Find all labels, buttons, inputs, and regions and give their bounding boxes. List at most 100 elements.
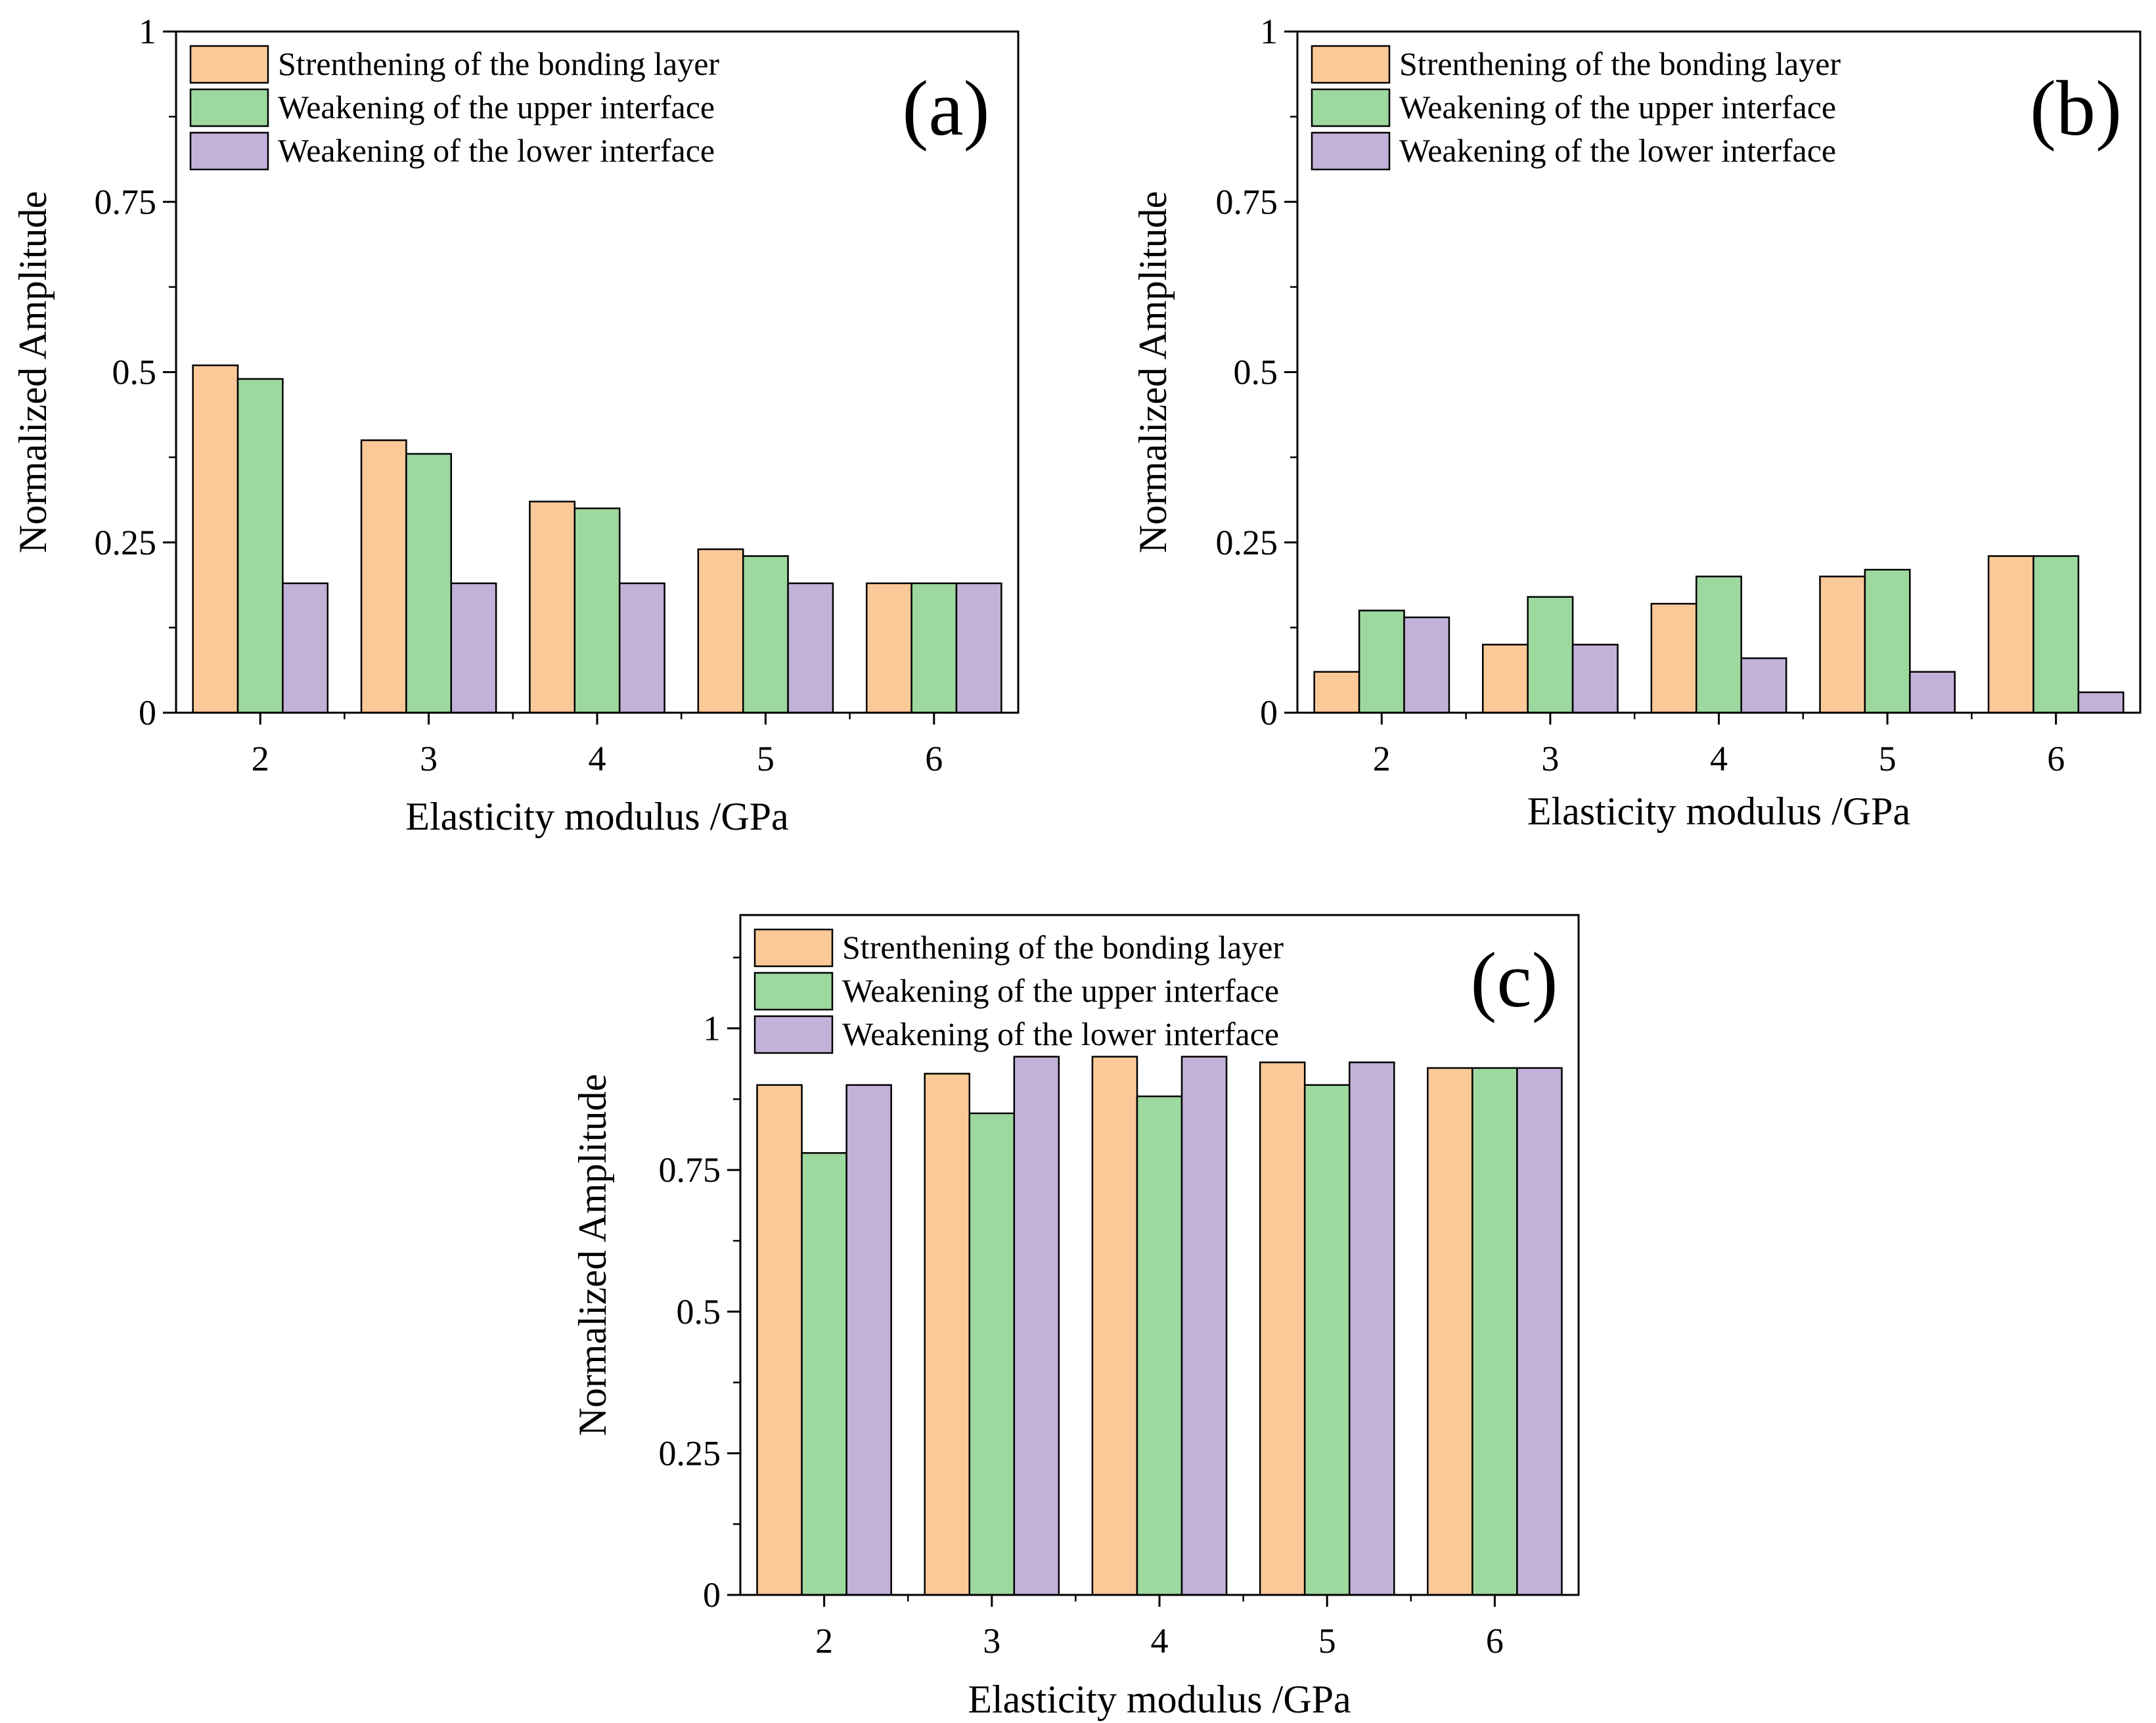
y-tick-label: 0.25 bbox=[659, 1433, 721, 1473]
bar-weakening-upper-interface-4 bbox=[573, 507, 621, 714]
bar-strengthening-bonding-layer-4 bbox=[1091, 1056, 1138, 1596]
x-tick-label: 4 bbox=[1151, 1621, 1169, 1661]
legend-label: Weakening of the upper interface bbox=[278, 89, 715, 125]
x-tick-label: 2 bbox=[252, 739, 269, 778]
bar-weakening-lower-interface-2 bbox=[282, 582, 329, 714]
y-tick-label: 0 bbox=[1260, 693, 1278, 732]
x-tick-label: 4 bbox=[589, 739, 606, 778]
y-tick-label: 0.25 bbox=[1216, 523, 1278, 562]
x-tick-label: 6 bbox=[925, 739, 943, 778]
bar-weakening-lower-interface-4 bbox=[1180, 1056, 1228, 1596]
bar-weakening-lower-interface-3 bbox=[450, 582, 497, 714]
legend: Strenthening of the bonding layer Weakeni… bbox=[753, 928, 1284, 1054]
y-tick-label: 0.75 bbox=[95, 182, 157, 221]
panel-label: (a) bbox=[902, 64, 989, 152]
y-tick-label: 0.5 bbox=[112, 353, 157, 392]
bar-weakening-upper-interface-2 bbox=[236, 378, 284, 714]
y-axis-title: Normalized Amplitude bbox=[1131, 191, 1175, 554]
y-tick-label: 1 bbox=[1260, 12, 1278, 51]
panel-label: (c) bbox=[1470, 936, 1558, 1023]
bar-strengthening-bonding-layer-3 bbox=[924, 1073, 971, 1596]
legend-label: Weakening of the lower interface bbox=[842, 1016, 1279, 1052]
bar-weakening-upper-interface-5 bbox=[1303, 1084, 1351, 1596]
x-tick-label: 5 bbox=[1879, 739, 1897, 778]
legend-label: Weakening of the upper interface bbox=[1399, 89, 1836, 125]
y-tick-label: 0.75 bbox=[659, 1150, 721, 1190]
bar-weakening-upper-interface-6 bbox=[910, 582, 958, 714]
legend-swatch bbox=[753, 1015, 834, 1054]
y-tick-label: 0.75 bbox=[1216, 182, 1278, 221]
bar-strengthening-bonding-layer-6 bbox=[1987, 555, 2034, 714]
x-tick-label: 5 bbox=[757, 739, 775, 778]
bar-weakening-lower-interface-3 bbox=[1571, 644, 1619, 714]
y-tick-label: 1 bbox=[139, 12, 156, 51]
x-tick-label: 4 bbox=[1710, 739, 1728, 778]
bar-weakening-upper-interface-3 bbox=[405, 453, 453, 714]
bar-weakening-upper-interface-4 bbox=[1136, 1095, 1183, 1596]
bar-weakening-lower-interface-6 bbox=[1516, 1067, 1563, 1596]
bar-weakening-lower-interface-2 bbox=[845, 1084, 892, 1596]
bar-weakening-upper-interface-6 bbox=[2032, 555, 2080, 714]
legend-swatch bbox=[753, 928, 834, 968]
legend: Strenthening of the bonding layer Weakeni… bbox=[1311, 45, 1841, 171]
bar-strengthening-bonding-layer-6 bbox=[1427, 1067, 1473, 1596]
bar-weakening-lower-interface-5 bbox=[1348, 1062, 1395, 1596]
legend-swatch bbox=[189, 131, 269, 171]
bar-weakening-upper-interface-5 bbox=[742, 555, 789, 714]
y-tick-label: 0 bbox=[139, 693, 156, 732]
legend-label: Weakening of the lower interface bbox=[278, 132, 715, 169]
x-tick-label: 3 bbox=[1541, 739, 1559, 778]
legend-label: Weakening of the upper interface bbox=[842, 972, 1279, 1009]
x-tick-label: 5 bbox=[1318, 1621, 1336, 1661]
y-tick-label: 0.5 bbox=[1234, 353, 1278, 392]
bar-weakening-upper-interface-2 bbox=[1358, 610, 1405, 714]
legend-label: Strenthening of the bonding layer bbox=[278, 45, 719, 82]
legend-label: Strenthening of the bonding layer bbox=[842, 929, 1284, 966]
bar-weakening-lower-interface-5 bbox=[1909, 671, 1956, 714]
bar-weakening-lower-interface-3 bbox=[1013, 1056, 1060, 1596]
legend-swatch bbox=[1311, 131, 1391, 171]
y-tick-label: 1 bbox=[703, 1009, 721, 1048]
x-tick-label: 2 bbox=[1373, 739, 1391, 778]
bar-weakening-upper-interface-6 bbox=[1471, 1067, 1518, 1596]
bar-weakening-upper-interface-3 bbox=[968, 1112, 1016, 1596]
y-tick-label: 0.5 bbox=[677, 1292, 721, 1331]
x-tick-label: 6 bbox=[1486, 1621, 1504, 1661]
bar-weakening-lower-interface-4 bbox=[1740, 657, 1787, 714]
bar-strengthening-bonding-layer-4 bbox=[529, 501, 576, 714]
bar-strengthening-bonding-layer-2 bbox=[192, 364, 239, 714]
x-axis-title: Elasticity modulus /GPa bbox=[405, 795, 788, 838]
bar-strengthening-bonding-layer-3 bbox=[360, 439, 407, 714]
bar-strengthening-bonding-layer-4 bbox=[1650, 602, 1697, 714]
y-tick-label: 0.25 bbox=[95, 523, 157, 562]
chart-panel-c: 0 0.25 0.5 0.75 1 2 3 4 5 6 Elasticity modulus /GP… bbox=[571, 914, 1580, 1721]
y-axis-title: Normalized Amplitude bbox=[571, 1074, 614, 1437]
bar-strengthening-bonding-layer-5 bbox=[1819, 575, 1866, 714]
legend-swatch bbox=[1311, 88, 1391, 127]
bar-weakening-lower-interface-6 bbox=[2077, 691, 2124, 714]
bar-weakening-lower-interface-2 bbox=[1403, 616, 1450, 714]
bar-weakening-upper-interface-3 bbox=[1527, 596, 1574, 714]
legend-swatch bbox=[1311, 45, 1391, 84]
x-axis-title: Elasticity modulus /GPa bbox=[1527, 790, 1910, 833]
bar-weakening-upper-interface-5 bbox=[1864, 568, 1911, 714]
bar-weakening-upper-interface-4 bbox=[1696, 575, 1742, 714]
x-axis-title: Elasticity modulus /GPa bbox=[968, 1678, 1351, 1721]
x-tick-label: 2 bbox=[815, 1621, 833, 1661]
x-tick-label: 3 bbox=[420, 739, 438, 778]
bar-strengthening-bonding-layer-2 bbox=[1313, 671, 1360, 714]
bar-strengthening-bonding-layer-3 bbox=[1482, 644, 1529, 714]
panel-label: (b) bbox=[2030, 64, 2122, 152]
bar-strengthening-bonding-layer-6 bbox=[865, 582, 912, 714]
x-tick-label: 6 bbox=[2047, 739, 2065, 778]
legend-swatch bbox=[189, 88, 269, 127]
bar-weakening-lower-interface-4 bbox=[618, 582, 665, 714]
bar-weakening-upper-interface-2 bbox=[801, 1152, 847, 1596]
legend: Strenthening of the bonding layer Weakeni… bbox=[189, 45, 719, 171]
bar-weakening-lower-interface-5 bbox=[787, 582, 834, 714]
bar-strengthening-bonding-layer-5 bbox=[697, 548, 744, 714]
legend-swatch bbox=[753, 972, 834, 1011]
legend-label: Strenthening of the bonding layer bbox=[1399, 45, 1841, 82]
chart-panel-a: 0 0.25 0.5 0.75 1 2 3 4 5 6 Elasticity modulus /GP… bbox=[11, 12, 1020, 838]
